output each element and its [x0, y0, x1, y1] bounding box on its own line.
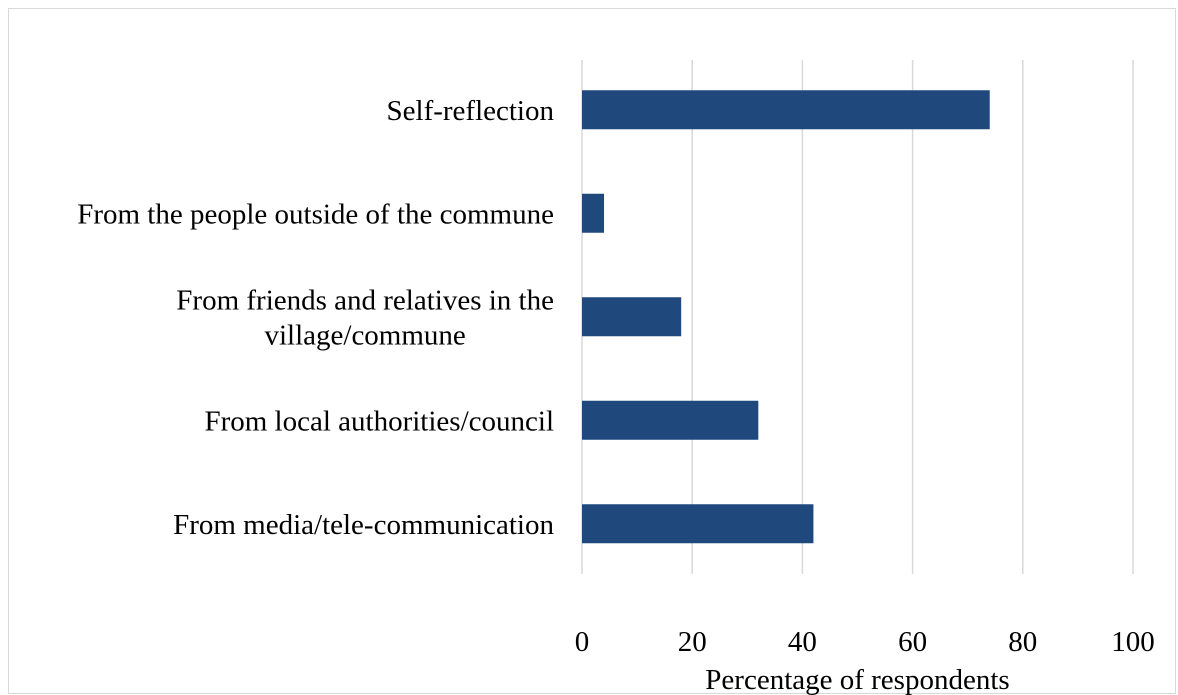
category-label-line: From friends and relatives in the [176, 284, 554, 316]
category-labels: Self-reflection From the people outside o… [77, 95, 554, 541]
bar [582, 504, 814, 544]
category-label-line: village/commune [264, 319, 465, 351]
category-label: From media/tele-communication [173, 509, 554, 541]
bar [582, 90, 990, 130]
x-tick-label: 60 [898, 626, 927, 658]
gridlines [581, 60, 1134, 574]
category-label: Self-reflection [387, 95, 555, 127]
category-label: From local authorities/council [204, 405, 554, 437]
x-axis-title: Percentage of respondents [705, 664, 1009, 695]
bar [582, 400, 759, 440]
x-tick-label: 20 [678, 626, 707, 658]
category-label: From the people outside of the commune [77, 198, 554, 230]
x-tick-label: 80 [1008, 626, 1037, 658]
bar [582, 297, 682, 337]
x-tick-labels: 0 20 40 60 80 100 [575, 626, 1155, 658]
bar [582, 193, 605, 233]
category-label: From friends and relatives in the village… [176, 284, 554, 351]
bars [582, 90, 990, 544]
x-tick-label: 40 [788, 626, 817, 658]
x-tick-label: 100 [1111, 626, 1155, 658]
x-tick-label: 0 [575, 626, 590, 658]
